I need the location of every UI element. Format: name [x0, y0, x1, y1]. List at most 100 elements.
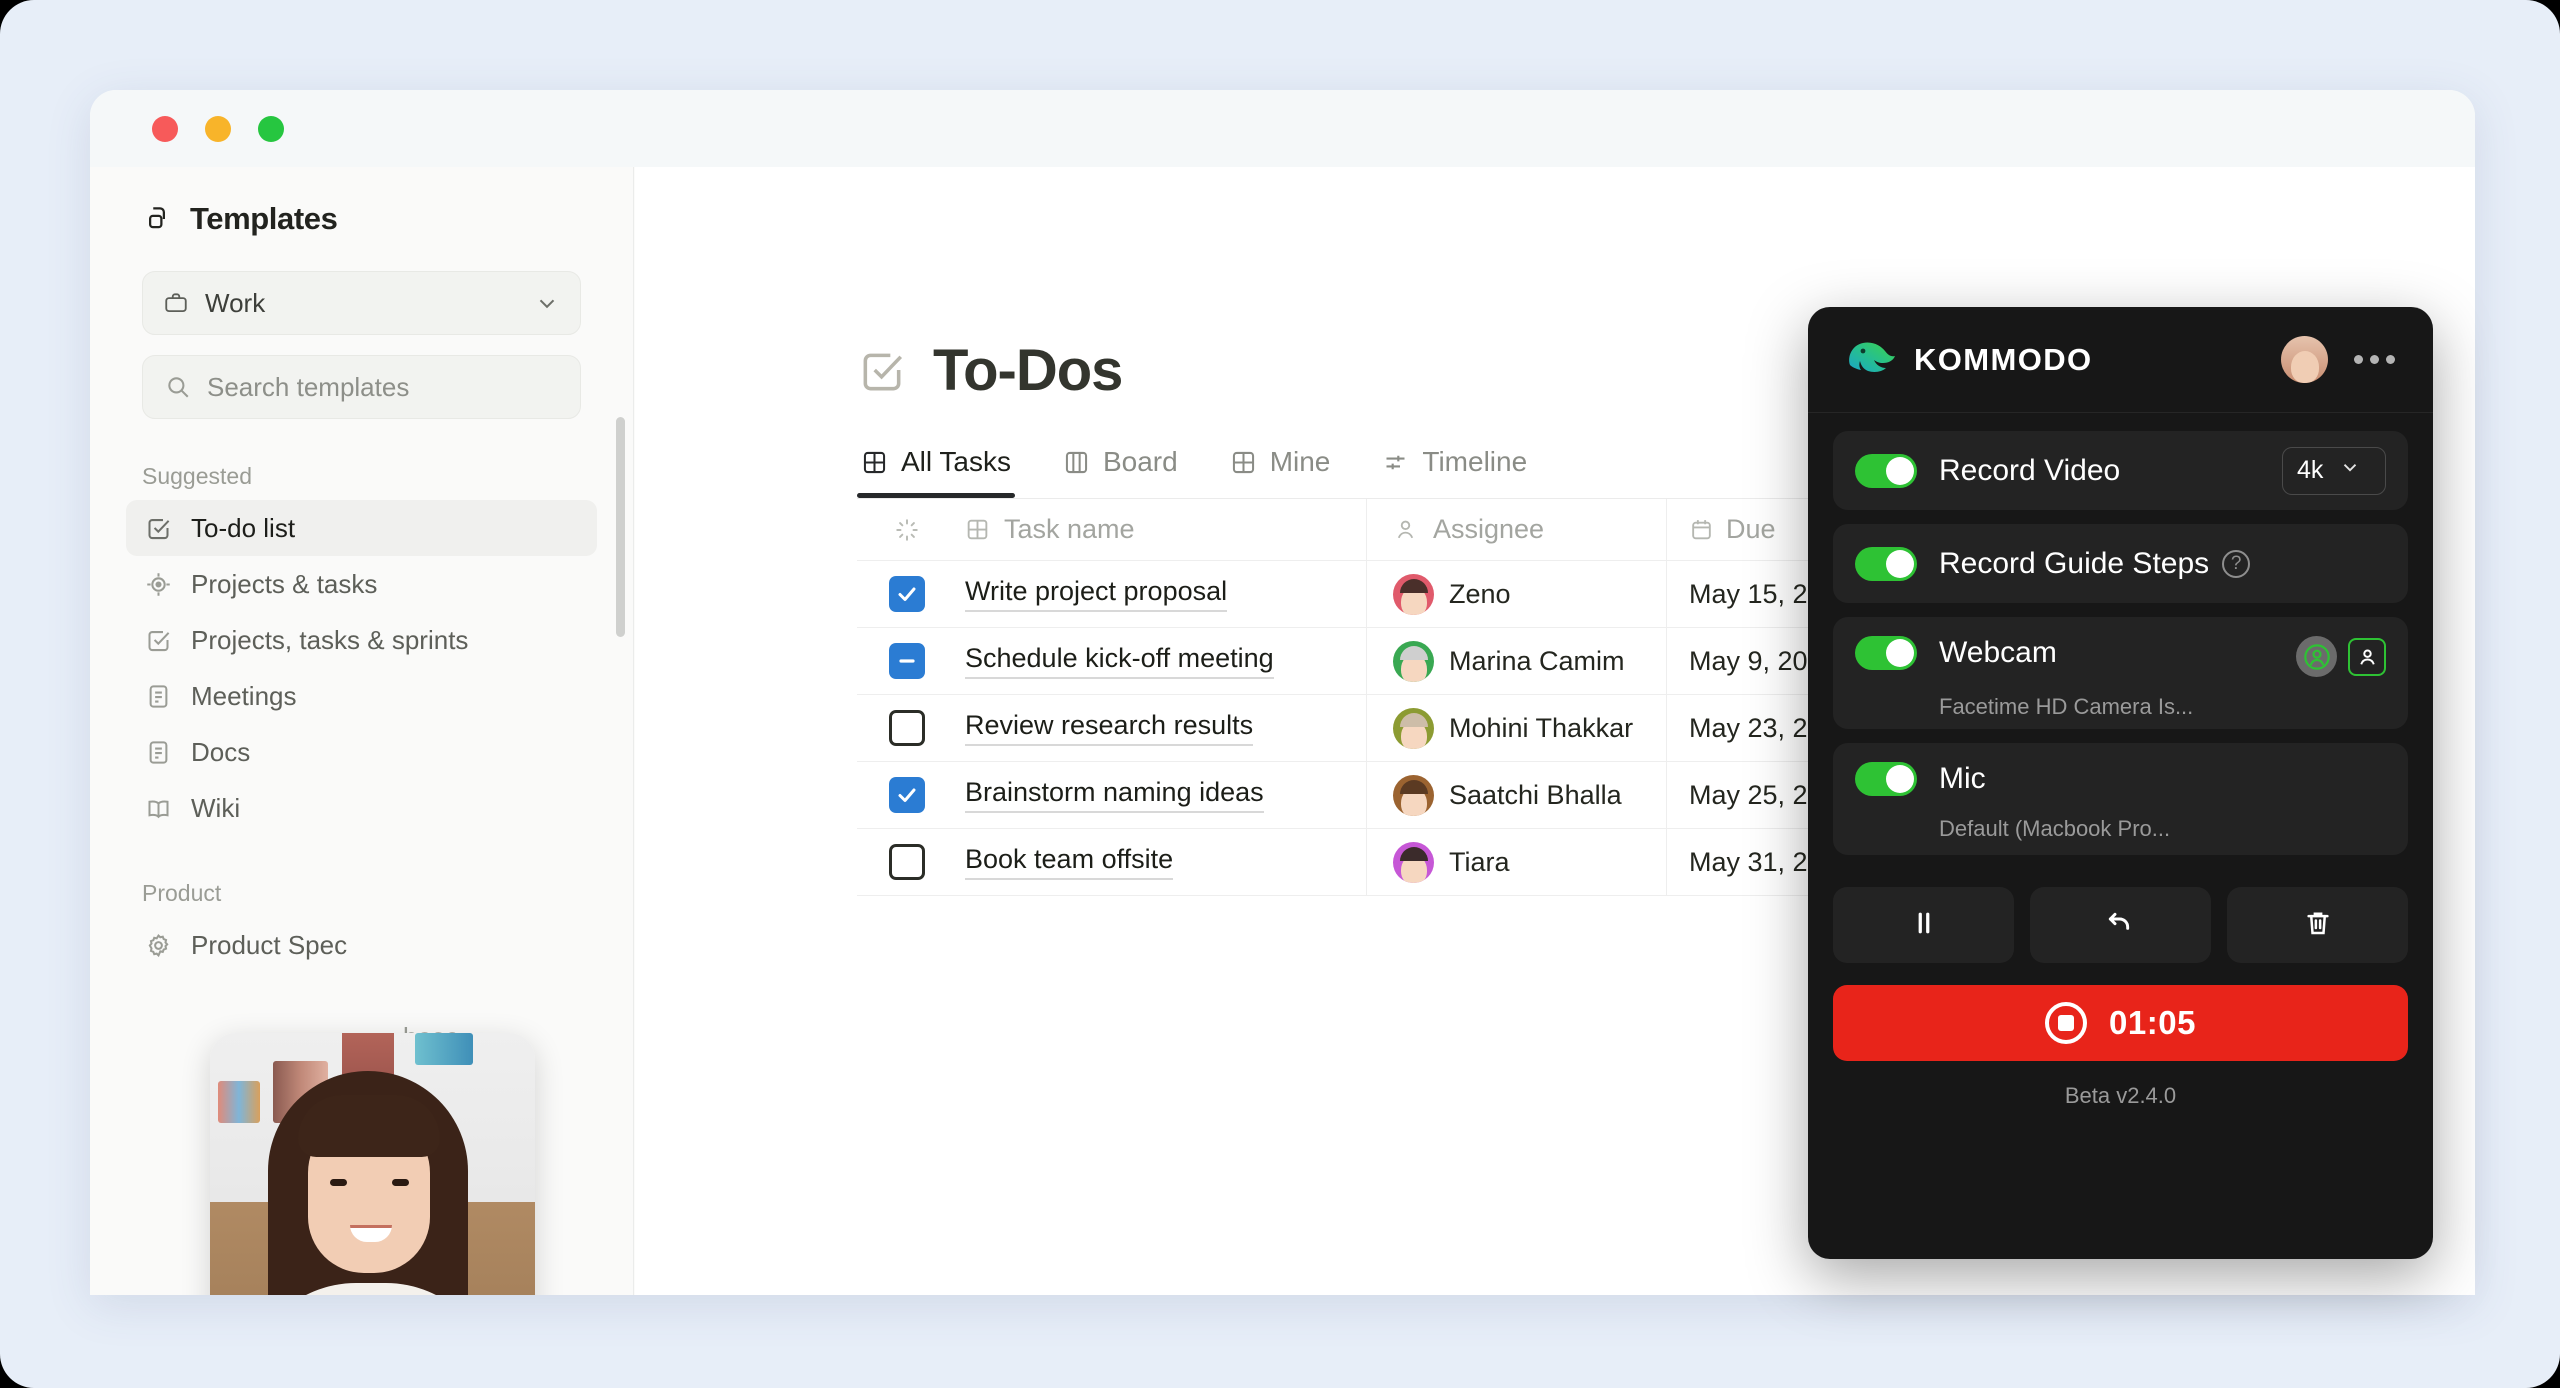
- task-name-link[interactable]: Write project proposal: [965, 576, 1228, 612]
- tab-timeline[interactable]: Timeline: [1378, 446, 1553, 498]
- column-header-task-name[interactable]: Task name: [957, 499, 1367, 560]
- setting-row-webcam[interactable]: Webcam Facetime HD Camera Is...: [1833, 617, 2408, 729]
- column-header-due[interactable]: Due: [1667, 499, 1957, 560]
- kommodo-controls: [1808, 869, 2433, 963]
- chevron-down-icon: [2339, 456, 2361, 485]
- task-name-link[interactable]: Book team offsite: [965, 844, 1174, 880]
- workspace-label: Work: [205, 287, 266, 318]
- book-open-icon: [145, 795, 172, 822]
- search-input[interactable]: [207, 371, 558, 403]
- maximize-window-icon[interactable]: [258, 115, 284, 142]
- more-options-icon[interactable]: [2354, 355, 2395, 364]
- page-title: To-Dos: [933, 338, 1123, 403]
- document-lines-icon: [145, 683, 172, 710]
- task-name-cell[interactable]: Write project proposal: [957, 561, 1367, 627]
- task-checkbox-unchecked[interactable]: [889, 710, 925, 746]
- assignee-cell[interactable]: Marina Camim: [1367, 628, 1667, 694]
- record-video-toggle[interactable]: [1855, 453, 1917, 488]
- setting-row-mic[interactable]: Mic Default (Macbook Pro...: [1833, 743, 2408, 855]
- question-mark-icon[interactable]: ?: [2222, 549, 2251, 578]
- tab-all-tasks[interactable]: All Tasks: [857, 446, 1037, 498]
- task-name-cell[interactable]: Schedule kick-off meeting: [957, 628, 1367, 694]
- sidebar-section-label-product: Product: [142, 880, 222, 906]
- task-name-cell[interactable]: Brainstorm naming ideas: [957, 762, 1367, 828]
- column-header-label: Due: [1726, 514, 1776, 544]
- mic-toggle[interactable]: [1855, 762, 1917, 796]
- checkbox-check-icon: [145, 515, 172, 542]
- webcam-preview-bubble[interactable]: [210, 1033, 535, 1295]
- square-webcam-icon[interactable]: [2348, 637, 2386, 676]
- workspace-selector[interactable]: Work: [142, 271, 581, 335]
- record-guide-steps-toggle[interactable]: [1855, 546, 1917, 581]
- tab-mine[interactable]: Mine: [1226, 446, 1357, 498]
- table-row[interactable]: Book team offsite Tiara May 31, 2023: [857, 829, 1957, 896]
- task-name-link[interactable]: Schedule kick-off meeting: [965, 643, 1274, 679]
- restart-button[interactable]: [2030, 887, 2211, 963]
- sidebar-item-to-do-list[interactable]: To-do list: [126, 500, 597, 556]
- target-icon: [145, 571, 172, 598]
- row-checkbox-cell[interactable]: [857, 561, 957, 627]
- close-window-icon[interactable]: [152, 115, 178, 142]
- video-quality-select[interactable]: 4k: [2282, 446, 2386, 495]
- setting-row-record-video[interactable]: Record Video 4k: [1833, 431, 2408, 510]
- chevron-down-icon[interactable]: [534, 290, 560, 316]
- row-checkbox-cell[interactable]: [857, 829, 957, 895]
- sidebar-section-label-suggested: Suggested: [142, 463, 252, 489]
- record-stop-button[interactable]: 01:05: [1833, 985, 2408, 1061]
- task-checkbox-checked[interactable]: [889, 777, 925, 813]
- tab-board[interactable]: Board: [1059, 446, 1204, 498]
- assignee-name: Saatchi Bhalla: [1449, 779, 1622, 810]
- task-name-link[interactable]: Brainstorm naming ideas: [965, 777, 1264, 813]
- pause-button[interactable]: [1833, 887, 2014, 963]
- kommodo-brand-label: KOMMODO: [1914, 341, 2093, 377]
- table-row[interactable]: Write project proposal Zeno May 15, 2023: [857, 561, 1957, 628]
- person-icon: [1393, 517, 1418, 542]
- task-checkbox-checked[interactable]: [889, 576, 925, 612]
- kommodo-brand-row: KOMMODO: [1846, 335, 2281, 384]
- sidebar-item-projects-tasks[interactable]: Projects & tasks: [126, 556, 597, 612]
- sidebar-item-docs[interactable]: Docs: [126, 724, 597, 780]
- task-name-cell[interactable]: Review research results: [957, 695, 1367, 761]
- avatar: [1393, 573, 1434, 615]
- webcam-toggle[interactable]: [1855, 636, 1917, 670]
- table-row[interactable]: Schedule kick-off meeting Marina Camim M…: [857, 628, 1957, 695]
- row-checkbox-cell[interactable]: [857, 695, 957, 761]
- setting-label: Record Guide Steps: [1939, 546, 2210, 580]
- task-name-cell[interactable]: Book team offsite: [957, 829, 1367, 895]
- task-name-link[interactable]: Review research results: [965, 710, 1254, 746]
- sidebar-item-projects-tasks-sprints[interactable]: Projects, tasks & sprints: [126, 612, 597, 668]
- sidebar-item-meetings[interactable]: Meetings: [126, 668, 597, 724]
- person-mouth: [350, 1225, 392, 1242]
- assignee-cell[interactable]: Saatchi Bhalla: [1367, 762, 1667, 828]
- tasks-table: Task name Assignee: [857, 498, 1957, 896]
- assignee-cell[interactable]: Mohini Thakkar: [1367, 695, 1667, 761]
- table-row[interactable]: Review research results Mohini Thakkar M…: [857, 695, 1957, 762]
- background-decor: [218, 1081, 260, 1123]
- sidebar-scrollbar[interactable]: [616, 417, 625, 637]
- avatar[interactable]: [2281, 336, 2328, 383]
- sidebar-item-label: Wiki: [191, 792, 241, 823]
- assignee-name: Marina Camim: [1449, 645, 1625, 676]
- row-checkbox-cell[interactable]: [857, 628, 957, 694]
- sidebar-item-product-spec[interactable]: Product Spec: [126, 917, 597, 973]
- stop-record-icon: [2045, 1002, 2088, 1044]
- sidebar-item-wiki[interactable]: Wiki: [126, 780, 597, 836]
- loading-spokes-icon: [894, 517, 920, 543]
- row-checkbox-cell[interactable]: [857, 762, 957, 828]
- sidebar-item-label: Docs: [191, 736, 251, 767]
- table-row[interactable]: Brainstorm naming ideas Saatchi Bhalla M…: [857, 762, 1957, 829]
- delete-button[interactable]: [2227, 887, 2408, 963]
- document-lines-icon: [145, 739, 172, 766]
- column-header-assignee[interactable]: Assignee: [1367, 499, 1667, 560]
- setting-row-record-guide-steps[interactable]: Record Guide Steps ?: [1833, 524, 2408, 603]
- task-checkbox-indeterminate[interactable]: [889, 643, 925, 679]
- assignee-cell[interactable]: Tiara: [1367, 829, 1667, 895]
- search-templates-box[interactable]: [142, 355, 581, 419]
- round-webcam-icon[interactable]: [2296, 636, 2337, 677]
- minimize-window-icon[interactable]: [205, 115, 231, 142]
- assignee-cell[interactable]: Zeno: [1367, 561, 1667, 627]
- pause-icon: [1909, 908, 1939, 943]
- setting-label: Webcam: [1939, 636, 2057, 669]
- task-checkbox-unchecked[interactable]: [889, 844, 925, 880]
